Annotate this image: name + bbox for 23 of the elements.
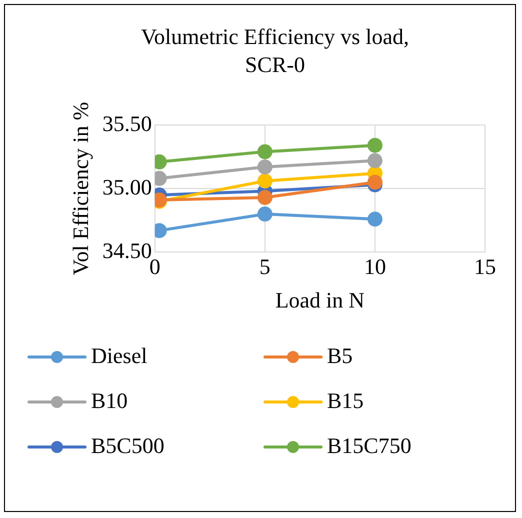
point xyxy=(367,138,382,153)
legend-label: B15 xyxy=(327,388,364,413)
point xyxy=(257,190,272,206)
x-tick-label: 15 xyxy=(474,254,496,280)
legend-label: B5 xyxy=(327,342,353,368)
y-tick-label: 35.50 xyxy=(102,110,152,136)
y-tick-label: 34.50 xyxy=(102,238,152,263)
x-tick-label: 5 xyxy=(259,254,270,280)
chart-title: Volumetric Efficiency vs load, SCR-0 xyxy=(140,23,410,79)
point xyxy=(367,212,382,227)
legend-label: Diesel xyxy=(91,342,148,368)
point xyxy=(257,206,272,222)
x-axis-title: Load in N xyxy=(275,288,365,313)
legend-label: B10 xyxy=(91,388,128,413)
y-tick-label: 35.00 xyxy=(102,174,152,200)
y-axis-title: Vol Efficiency in % xyxy=(68,102,93,276)
legend-label: B15C750 xyxy=(327,432,412,458)
point xyxy=(257,144,272,160)
x-tick-label: 10 xyxy=(364,254,386,280)
legend-label: B5C500 xyxy=(91,432,164,458)
point xyxy=(257,159,272,174)
point xyxy=(257,173,272,188)
point xyxy=(367,153,382,168)
